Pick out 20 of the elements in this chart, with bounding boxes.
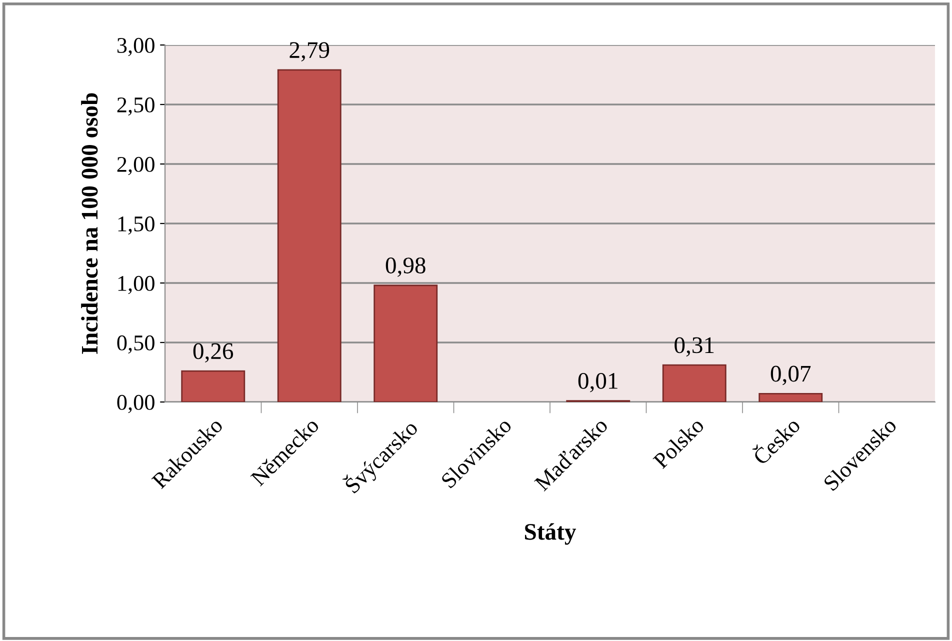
bar [758, 392, 823, 402]
bar [277, 69, 342, 402]
data-label: 0,07 [770, 366, 811, 386]
y-tick-label: 0,50 [117, 335, 154, 354]
y-tick-label: 2,50 [117, 97, 154, 116]
bar [181, 370, 246, 402]
data-label: 0,98 [386, 258, 426, 277]
data-label: 0,01 [578, 372, 618, 392]
data-label: 0,26 [193, 343, 234, 363]
y-axis-title: Incidence na 100 000 osob [81, 93, 98, 354]
y-tick-label: 1,00 [118, 276, 154, 294]
y-tick-label: 3,00 [117, 38, 154, 56]
data-label: 0,31 [674, 337, 714, 357]
data-label: 2,79 [290, 42, 330, 62]
x-axis-title: Státy [525, 523, 576, 545]
y-tick-label: 0,00 [117, 394, 154, 414]
y-tick-label: 1,50 [118, 216, 154, 235]
y-tick-label: 2,00 [117, 156, 154, 176]
bar [662, 364, 726, 402]
bar [374, 284, 438, 402]
